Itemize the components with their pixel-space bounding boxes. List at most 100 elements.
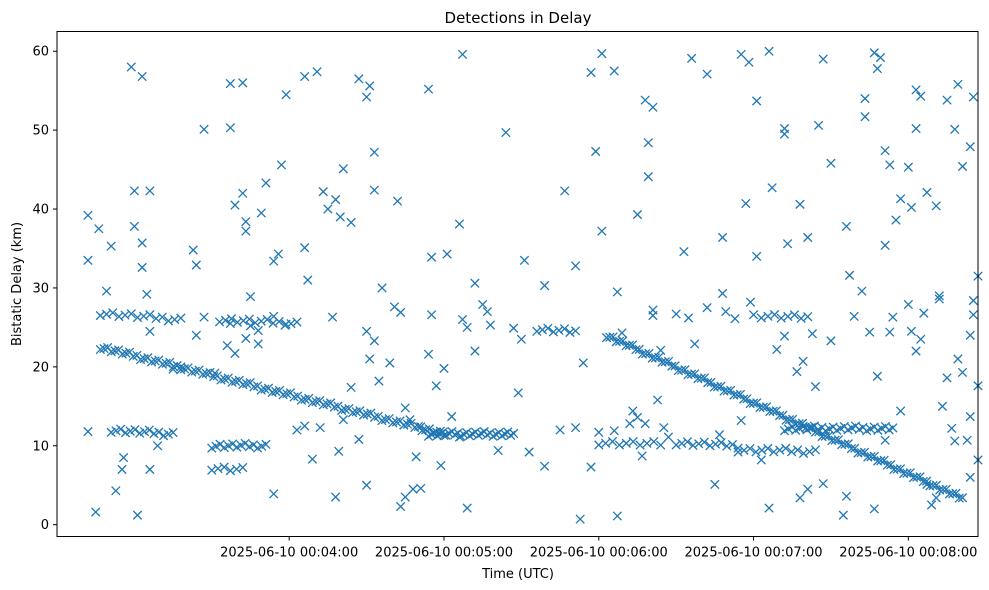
data-point bbox=[176, 313, 186, 323]
chart-title: Detections in Delay bbox=[445, 9, 592, 27]
data-point bbox=[395, 307, 406, 318]
data-point bbox=[565, 327, 575, 338]
data-point bbox=[362, 409, 372, 419]
data-point bbox=[931, 493, 941, 503]
data-point bbox=[921, 476, 932, 486]
data-point bbox=[813, 120, 824, 131]
data-point bbox=[241, 226, 251, 236]
data-point bbox=[94, 224, 104, 234]
data-point bbox=[470, 278, 480, 288]
data-point bbox=[454, 219, 465, 229]
data-point bbox=[751, 251, 762, 262]
data-point bbox=[891, 215, 901, 225]
data-point bbox=[751, 447, 761, 457]
data-point bbox=[953, 354, 963, 364]
data-point bbox=[519, 255, 530, 265]
data-point bbox=[91, 507, 101, 517]
data-point bbox=[269, 489, 279, 499]
data-point bbox=[380, 414, 391, 425]
data-point bbox=[271, 386, 281, 397]
data-point bbox=[238, 462, 248, 473]
data-point bbox=[906, 326, 917, 337]
data-point bbox=[614, 440, 625, 450]
data-point bbox=[524, 447, 534, 457]
data-point bbox=[948, 488, 958, 499]
data-point bbox=[361, 92, 372, 102]
data-point bbox=[330, 194, 341, 205]
data-point bbox=[548, 327, 559, 337]
data-point bbox=[953, 79, 963, 90]
data-point bbox=[244, 314, 254, 324]
data-point bbox=[745, 443, 755, 454]
data-point bbox=[888, 312, 898, 322]
data-point bbox=[880, 240, 890, 250]
data-point bbox=[892, 464, 902, 474]
data-point bbox=[232, 317, 243, 327]
data-point bbox=[810, 445, 821, 455]
data-point bbox=[150, 356, 160, 366]
data-point bbox=[733, 447, 743, 457]
data-point bbox=[733, 443, 743, 453]
data-point bbox=[436, 460, 446, 471]
data-point bbox=[83, 210, 93, 221]
data-point bbox=[642, 438, 652, 449]
data-point bbox=[735, 389, 746, 400]
data-point bbox=[377, 283, 387, 293]
data-point bbox=[696, 373, 706, 383]
data-point bbox=[238, 379, 248, 390]
data-point bbox=[671, 309, 681, 319]
data-point bbox=[688, 440, 698, 451]
data-point bbox=[501, 127, 511, 138]
data-point bbox=[911, 123, 921, 134]
data-point bbox=[423, 84, 434, 94]
data-point bbox=[607, 436, 618, 447]
data-point bbox=[612, 287, 622, 297]
data-point bbox=[849, 311, 859, 322]
data-point bbox=[608, 332, 618, 342]
data-point bbox=[612, 511, 622, 521]
data-point bbox=[470, 346, 480, 356]
data-point bbox=[830, 435, 840, 445]
data-point bbox=[716, 381, 726, 391]
data-point bbox=[374, 376, 384, 386]
data-point bbox=[400, 403, 410, 413]
data-point bbox=[554, 325, 564, 335]
data-point bbox=[198, 369, 208, 380]
y-tick-label: 30 bbox=[32, 281, 49, 296]
data-point bbox=[670, 361, 680, 371]
data-point bbox=[225, 466, 236, 476]
data-point bbox=[752, 398, 762, 408]
data-point bbox=[683, 313, 694, 323]
data-point bbox=[778, 410, 788, 420]
data-point bbox=[219, 374, 230, 384]
data-point bbox=[289, 392, 299, 402]
data-point bbox=[537, 325, 548, 335]
data-point bbox=[771, 406, 782, 416]
data-point bbox=[682, 437, 693, 447]
data-point bbox=[676, 365, 687, 375]
data-point bbox=[748, 398, 759, 408]
data-point bbox=[937, 401, 948, 411]
data-point bbox=[895, 194, 906, 204]
data-point bbox=[241, 333, 251, 344]
data-point bbox=[798, 356, 808, 366]
data-point bbox=[663, 432, 674, 442]
data-point bbox=[804, 446, 815, 457]
data-point bbox=[199, 312, 209, 322]
data-point bbox=[694, 439, 704, 449]
data-point bbox=[117, 464, 127, 475]
data-point bbox=[876, 456, 886, 466]
data-point bbox=[361, 480, 372, 490]
data-point bbox=[846, 443, 857, 454]
data-point bbox=[860, 112, 870, 122]
data-point bbox=[358, 410, 369, 420]
y-tick-label: 20 bbox=[32, 360, 49, 375]
data-point bbox=[869, 48, 879, 58]
data-point bbox=[245, 291, 256, 302]
data-point bbox=[230, 376, 241, 386]
data-point bbox=[745, 297, 756, 307]
data-point bbox=[906, 202, 917, 213]
data-point bbox=[957, 161, 968, 172]
data-point bbox=[219, 462, 229, 472]
x-tick-label: 2025-06-10 00:06:00 bbox=[530, 546, 668, 561]
